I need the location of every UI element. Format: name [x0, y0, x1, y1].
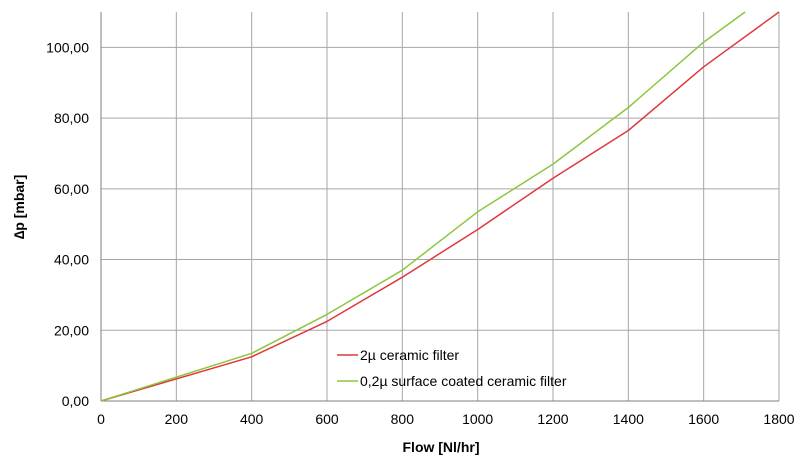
y-tick-label: 20,00	[54, 322, 89, 338]
series-line-1	[100, 11, 780, 402]
y-tick-label: 60,00	[54, 181, 89, 197]
x-tick-label: 1400	[613, 411, 644, 427]
x-tick-label: 0	[97, 411, 105, 427]
x-tick-label: 800	[391, 411, 415, 427]
y-tick-label: 100,00	[46, 39, 89, 55]
x-tick-label: 400	[240, 411, 264, 427]
x-tick-label: 1600	[688, 411, 719, 427]
series-layer	[100, 11, 780, 402]
x-tick-label: 600	[315, 411, 339, 427]
x-axis-title: Flow [Nl/hr]	[403, 439, 480, 455]
x-tick-label: 1200	[537, 411, 568, 427]
y-tick-label: 80,00	[54, 110, 89, 126]
y-tick-label: 40,00	[54, 252, 89, 268]
series-line-2	[100, 11, 746, 402]
legend: 2µ ceramic filter 0,2µ surface coated ce…	[337, 347, 567, 389]
axis-layer	[100, 12, 779, 402]
legend-label-series-2: 0,2µ surface coated ceramic filter	[360, 373, 567, 389]
y-tick-label: 0,00	[62, 393, 89, 409]
x-tick-label: 1800	[763, 411, 794, 427]
y-axis-title: ∆p [mbar]	[11, 175, 27, 240]
x-tick-label: 1000	[462, 411, 493, 427]
grid-layer	[101, 12, 780, 401]
x-tick-label: 200	[165, 411, 189, 427]
legend-label-series-1: 2µ ceramic filter	[360, 347, 459, 363]
tick-labels: 0 200 400 600 800 1000 1200 1400 1600 1800 0,00 20,…	[46, 39, 795, 427]
